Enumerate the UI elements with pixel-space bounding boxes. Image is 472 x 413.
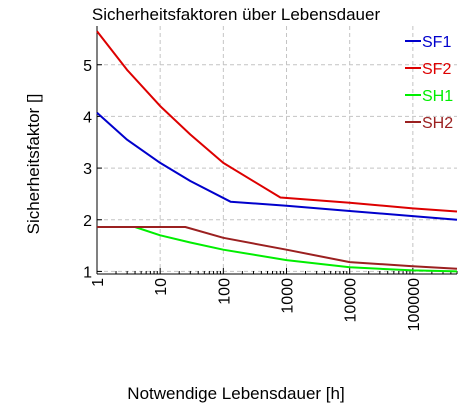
y-tick-label: 3 [83, 161, 92, 178]
chart-title: Sicherheitsfaktoren über Lebensdauer [91, 5, 381, 24]
x-axis-label: Notwendige Lebensdauer [h] [127, 384, 345, 403]
legend-label-sh1: SH1 [422, 88, 453, 105]
x-tick-label: 10 [153, 278, 170, 296]
x-tick-label: 10000 [343, 278, 360, 323]
legend-label-sf1: SF1 [422, 34, 451, 51]
y-tick-label: 5 [83, 58, 92, 75]
series-line-sf2 [96, 30, 458, 213]
x-tick-label: 100 [216, 278, 233, 305]
x-tick-label: 100000 [406, 278, 423, 331]
y-tick-label: 1 [83, 264, 92, 281]
x-tick-label: 1 [90, 278, 107, 287]
legend-label-sh2: SH2 [422, 115, 453, 132]
series-line-sh2 [97, 226, 458, 270]
y-tick-label: 2 [83, 213, 92, 230]
y-tick-label: 4 [83, 109, 92, 126]
series-line-sf1 [96, 112, 458, 221]
legend-label-sf2: SF2 [422, 61, 451, 78]
series-line-sh1 [97, 226, 458, 273]
x-tick-label: 1000 [280, 278, 297, 314]
